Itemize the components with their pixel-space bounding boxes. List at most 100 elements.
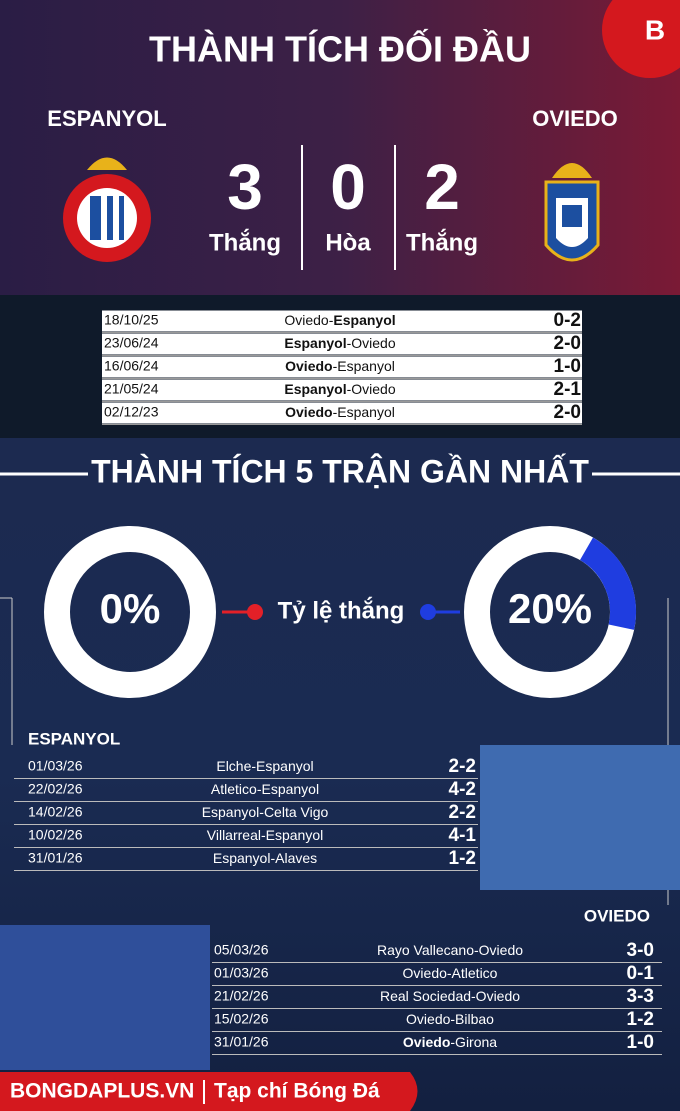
match-score: 1-0 [554, 356, 581, 377]
photo [480, 745, 680, 890]
match-teams: Oviedo-Bilbao [406, 1011, 494, 1027]
match-score: 1-2 [627, 1009, 654, 1030]
match-part: Oviedo-Atletico [403, 965, 498, 981]
match-date: 23/06/24 [104, 335, 159, 351]
match-date: 02/12/23 [104, 404, 159, 420]
match-date: 05/03/26 [214, 942, 269, 958]
match-teams: Elche-Espanyol [216, 758, 313, 774]
match-teams: Oviedo-Espanyol [285, 358, 395, 374]
match-teams: Real Sociedad-Oviedo [380, 988, 520, 1004]
match-part: -Espanyol [333, 404, 395, 420]
row-bg [102, 402, 582, 424]
match-teams: Espanyol-Celta Vigo [202, 804, 329, 820]
summary-count: 0 [330, 151, 366, 223]
match-part: Rayo Vallecano-Oviedo [377, 942, 523, 958]
rate-dot [247, 604, 263, 620]
match-score: 0-2 [554, 310, 581, 331]
match-teams: Espanyol-Alaves [213, 850, 317, 866]
team-name: OVIEDO [584, 906, 650, 925]
title: THÀNH TÍCH ĐỐI ĐẦU [149, 28, 531, 70]
match-part: Espanyol [284, 335, 346, 351]
match-part: Espanyol-Celta Vigo [202, 804, 329, 820]
match-teams: Rayo Vallecano-Oviedo [377, 942, 523, 958]
match-teams: Espanyol-Oviedo [284, 381, 395, 397]
donut-ring [44, 526, 216, 698]
match-date: 31/01/26 [214, 1034, 269, 1050]
summary-label: Hòa [325, 229, 371, 256]
crest [544, 163, 600, 262]
match-score: 3-3 [627, 986, 654, 1007]
match-teams: Oviedo-Girona [403, 1034, 497, 1050]
match-part: Oviedo [285, 404, 332, 420]
match-score: 3-0 [627, 940, 654, 961]
match-score: 2-0 [554, 333, 581, 354]
summary-label: Thắng [209, 228, 281, 256]
match-date: 16/06/24 [104, 358, 159, 374]
match-date: 01/03/26 [28, 758, 83, 774]
row-bg [102, 379, 582, 401]
match-score: 1-0 [627, 1032, 654, 1053]
section-title: THÀNH TÍCH 5 TRẬN GẦN NHẤT [91, 453, 589, 489]
match-part: -Espanyol [333, 358, 395, 374]
rate-label: Tỷ lệ thắng [278, 596, 405, 624]
match-teams: Oviedo-Espanyol [284, 312, 395, 328]
donut-label: 0% [100, 585, 161, 632]
match-date: 01/03/26 [214, 965, 269, 981]
match-score: 1-2 [449, 848, 476, 869]
footer-subtitle: Tạp chí Bóng Đá [214, 1080, 380, 1103]
match-part: Real Sociedad-Oviedo [380, 988, 520, 1004]
match-date: 22/02/26 [28, 781, 83, 797]
match-part: Espanyol-Alaves [213, 850, 317, 866]
match-part: -Oviedo [347, 335, 396, 351]
logo-bg [602, 0, 680, 78]
summary-count: 2 [424, 151, 460, 223]
match-part: Oviedo [403, 1034, 450, 1050]
team-name: ESPANYOL [28, 729, 120, 748]
match-teams: Villarreal-Espanyol [207, 827, 323, 843]
match-part: Villarreal-Espanyol [207, 827, 323, 843]
footer-bg [0, 1072, 418, 1111]
match-teams: Espanyol-Oviedo [284, 335, 395, 351]
photo [0, 925, 210, 1070]
row-bg [102, 310, 582, 332]
match-date: 31/01/26 [28, 850, 83, 866]
match-score: 2-2 [449, 802, 476, 823]
match-part: Espanyol [333, 312, 395, 328]
donut-label: 20% [508, 585, 592, 632]
match-part: Elche-Espanyol [216, 758, 313, 774]
match-teams: Oviedo-Atletico [403, 965, 498, 981]
match-part: -Girona [450, 1034, 497, 1050]
crest [63, 157, 151, 262]
match-teams: Oviedo-Espanyol [285, 404, 395, 420]
match-date: 21/02/26 [214, 988, 269, 1004]
match-date: 15/02/26 [214, 1011, 269, 1027]
match-date: 21/05/24 [104, 381, 159, 397]
summary-label: Thắng [406, 228, 478, 256]
logo: B [645, 14, 665, 45]
summary-count: 3 [227, 151, 263, 223]
match-date: 18/10/25 [104, 312, 159, 328]
team-name: ESPANYOL [47, 106, 166, 131]
row-bg [102, 333, 582, 355]
footer-site: BONGDAPLUS.VN [10, 1080, 194, 1103]
match-score: 2-0 [554, 402, 581, 423]
match-part: Atletico-Espanyol [211, 781, 319, 797]
match-date: 10/02/26 [28, 827, 83, 843]
match-score: 0-1 [627, 963, 655, 984]
row-bg [102, 356, 582, 378]
match-part: Oviedo- [284, 312, 333, 328]
match-score: 4-1 [449, 825, 477, 846]
match-part: Oviedo [285, 358, 332, 374]
match-part: -Oviedo [347, 381, 396, 397]
match-score: 2-2 [449, 756, 476, 777]
match-teams: Atletico-Espanyol [211, 781, 319, 797]
match-score: 2-1 [554, 379, 582, 400]
donut-arc [579, 537, 636, 630]
team-name: OVIEDO [532, 106, 618, 131]
match-part: Espanyol [284, 381, 346, 397]
match-date: 14/02/26 [28, 804, 83, 820]
match-part: Oviedo-Bilbao [406, 1011, 494, 1027]
match-score: 4-2 [449, 779, 476, 800]
